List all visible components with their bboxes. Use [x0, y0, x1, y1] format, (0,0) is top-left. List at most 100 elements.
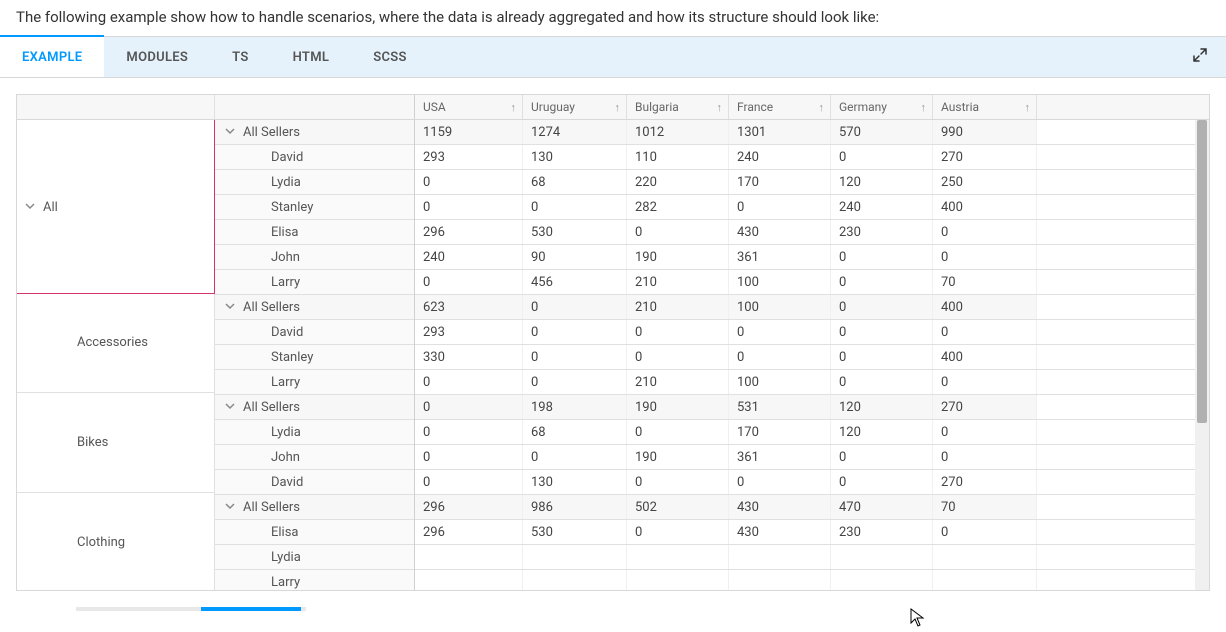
data-cell[interactable]: 0 [831, 245, 933, 269]
data-cell[interactable]: 0 [415, 470, 523, 494]
sort-asc-icon[interactable]: ↑ [717, 101, 723, 114]
seller-row-header[interactable]: Larry [215, 570, 414, 591]
column-header-austria[interactable]: Austria↑ [933, 95, 1037, 119]
data-cell[interactable]: 220 [627, 170, 729, 194]
data-cell[interactable]: 400 [933, 195, 1037, 219]
data-cell[interactable]: 0 [933, 520, 1037, 544]
data-cell[interactable]: 0 [729, 470, 831, 494]
data-cell[interactable]: 0 [523, 295, 627, 319]
data-cell[interactable]: 456 [523, 270, 627, 294]
seller-row-header[interactable]: David [215, 320, 414, 345]
data-cell[interactable]: 0 [729, 195, 831, 219]
data-cell[interactable]: 570 [831, 120, 933, 144]
data-cell[interactable]: 0 [415, 395, 523, 419]
all-sellers-row-header[interactable]: All Sellers [215, 395, 414, 420]
data-cell[interactable]: 502 [627, 495, 729, 519]
data-cell[interactable]: 531 [729, 395, 831, 419]
data-cell[interactable]: 0 [831, 470, 933, 494]
seller-row-header[interactable]: Lydia [215, 545, 414, 570]
data-cell[interactable]: 198 [523, 395, 627, 419]
data-cell[interactable]: 210 [627, 370, 729, 394]
column-header-germany[interactable]: Germany↑ [831, 95, 933, 119]
seller-row-header[interactable]: Larry [215, 370, 414, 395]
data-cell[interactable] [627, 570, 729, 591]
data-cell[interactable]: 0 [831, 345, 933, 369]
data-cell[interactable]: 120 [831, 420, 933, 444]
data-cell[interactable]: 120 [831, 170, 933, 194]
data-cell[interactable]: 361 [729, 245, 831, 269]
data-cell[interactable]: 0 [627, 320, 729, 344]
data-cell[interactable]: 0 [831, 445, 933, 469]
data-cell[interactable] [831, 545, 933, 569]
data-cell[interactable]: 240 [415, 245, 523, 269]
data-cell[interactable]: 0 [933, 245, 1037, 269]
column-header-uruguay[interactable]: Uruguay↑ [523, 95, 627, 119]
data-cell[interactable] [831, 570, 933, 591]
category-cell[interactable]: Bikes [17, 393, 214, 493]
data-cell[interactable]: 210 [627, 270, 729, 294]
data-cell[interactable]: 0 [415, 420, 523, 444]
data-cell[interactable]: 0 [523, 445, 627, 469]
data-cell[interactable] [933, 545, 1037, 569]
data-cell[interactable]: 210 [627, 295, 729, 319]
data-cell[interactable]: 0 [415, 445, 523, 469]
data-cell[interactable]: 1301 [729, 120, 831, 144]
tab-modules[interactable]: MODULES [104, 36, 210, 78]
seller-row-header[interactable]: Lydia [215, 170, 414, 195]
data-cell[interactable]: 296 [415, 220, 523, 244]
category-cell[interactable]: Clothing [17, 493, 214, 591]
data-cell[interactable]: 0 [627, 470, 729, 494]
data-cell[interactable]: 270 [933, 395, 1037, 419]
data-cell[interactable]: 0 [627, 220, 729, 244]
data-cell[interactable]: 0 [627, 520, 729, 544]
chevron-down-icon[interactable] [225, 125, 237, 140]
data-cell[interactable]: 0 [933, 445, 1037, 469]
data-cell[interactable]: 190 [627, 445, 729, 469]
data-cell[interactable]: 0 [831, 270, 933, 294]
sort-asc-icon[interactable]: ↑ [1025, 101, 1031, 114]
seller-row-header[interactable]: John [215, 245, 414, 270]
data-cell[interactable]: 68 [523, 170, 627, 194]
data-cell[interactable]: 0 [415, 170, 523, 194]
column-header-usa[interactable]: USA↑ [415, 95, 523, 119]
tab-example[interactable]: EXAMPLE [0, 35, 104, 77]
data-cell[interactable]: 130 [523, 145, 627, 169]
tab-scss[interactable]: SCSS [351, 36, 429, 78]
data-cell[interactable]: 240 [831, 195, 933, 219]
data-cell[interactable]: 0 [933, 420, 1037, 444]
data-cell[interactable]: 0 [523, 195, 627, 219]
data-cell[interactable]: 470 [831, 495, 933, 519]
expand-icon[interactable] [1192, 47, 1208, 67]
chevron-down-icon[interactable] [225, 400, 237, 415]
data-cell[interactable]: 0 [831, 295, 933, 319]
seller-row-header[interactable]: Stanley [215, 195, 414, 220]
sort-asc-icon[interactable]: ↑ [921, 101, 927, 114]
data-cell[interactable]: 0 [729, 345, 831, 369]
scrollbar-thumb[interactable] [1197, 120, 1207, 423]
data-cell[interactable]: 270 [933, 470, 1037, 494]
data-cell[interactable]: 361 [729, 445, 831, 469]
data-cell[interactable]: 0 [627, 345, 729, 369]
data-cell[interactable] [627, 545, 729, 569]
data-cell[interactable]: 190 [627, 395, 729, 419]
data-cell[interactable]: 0 [627, 420, 729, 444]
data-cell[interactable]: 0 [415, 195, 523, 219]
seller-row-header[interactable]: Elisa [215, 220, 414, 245]
data-cell[interactable] [523, 545, 627, 569]
data-cell[interactable] [729, 570, 831, 591]
data-cell[interactable]: 100 [729, 370, 831, 394]
chevron-down-icon[interactable] [25, 200, 37, 215]
data-cell[interactable]: 190 [627, 245, 729, 269]
data-cell[interactable]: 0 [729, 320, 831, 344]
all-sellers-row-header[interactable]: All Sellers [215, 495, 414, 520]
data-cell[interactable]: 0 [831, 370, 933, 394]
data-cell[interactable]: 170 [729, 170, 831, 194]
seller-row-header[interactable]: David [215, 145, 414, 170]
data-cell[interactable]: 90 [523, 245, 627, 269]
seller-row-header[interactable]: Lydia [215, 420, 414, 445]
data-cell[interactable]: 1159 [415, 120, 523, 144]
data-cell[interactable]: 293 [415, 320, 523, 344]
data-cell[interactable]: 70 [933, 495, 1037, 519]
all-sellers-row-header[interactable]: All Sellers [215, 120, 414, 145]
data-cell[interactable]: 0 [933, 220, 1037, 244]
